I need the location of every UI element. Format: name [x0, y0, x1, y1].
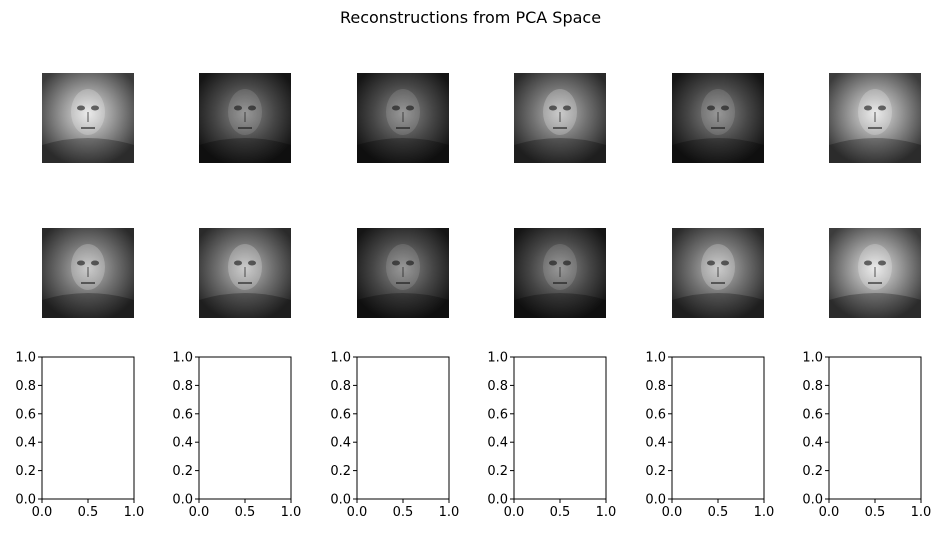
x-tick-label: 0.5	[865, 505, 886, 520]
y-tick-label: 0.2	[645, 464, 666, 479]
y-tick-label: 0.8	[15, 379, 36, 394]
x-tick-label: 0.0	[189, 505, 210, 520]
y-tick-label: 0.2	[172, 464, 193, 479]
y-tick-label: 0.2	[487, 464, 508, 479]
x-tick-label: 0.0	[662, 505, 683, 520]
y-tick-label: 0.4	[802, 436, 823, 451]
reconstruction-image-10	[514, 228, 606, 318]
x-tick-label: 1.0	[439, 505, 460, 520]
reconstruction-image-5	[672, 73, 764, 163]
empty-axes-1: 0.0 0.5 1.0 0.0 0.2 0.4 0.6 0.8 1.0	[15, 351, 144, 521]
x-tick-label: 0.0	[819, 505, 840, 520]
x-tick-label: 1.0	[596, 505, 617, 520]
reconstruction-image-12	[829, 228, 921, 318]
reconstruction-image-4	[514, 73, 606, 163]
y-tick-label: 0.6	[802, 407, 823, 422]
y-tick-label: 0.8	[172, 379, 193, 394]
x-tick-label: 0.5	[550, 505, 571, 520]
x-tick-label: 1.0	[911, 505, 932, 520]
x-tick-label: 0.5	[235, 505, 256, 520]
y-tick-label: 0.4	[330, 436, 351, 451]
y-tick-label: 0.0	[802, 493, 823, 508]
y-tick-label: 0.2	[330, 464, 351, 479]
y-tick-label: 0.0	[645, 493, 666, 508]
y-tick-label: 0.6	[487, 407, 508, 422]
y-tick-label: 0.4	[172, 436, 193, 451]
y-tick-label: 0.2	[15, 464, 36, 479]
x-tick-label: 0.0	[347, 505, 368, 520]
y-tick-label: 0.0	[15, 493, 36, 508]
figure-title: Reconstructions from PCA Space	[339, 8, 602, 27]
reconstruction-image-11	[672, 228, 764, 318]
empty-axes-2: 0.0 0.5 1.0 0.0 0.2 0.4 0.6 0.8 1.0	[172, 351, 301, 521]
y-tick-label: 0.6	[330, 407, 351, 422]
empty-axes-5: 0.0 0.5 1.0 0.0 0.2 0.4 0.6 0.8 1.0	[645, 351, 774, 521]
y-tick-label: 0.4	[15, 436, 36, 451]
reconstruction-image-1	[42, 73, 134, 163]
y-tick-label: 1.0	[15, 351, 36, 366]
x-tick-label: 0.5	[393, 505, 414, 520]
y-tick-label: 1.0	[172, 351, 193, 366]
reconstruction-image-2	[199, 73, 291, 163]
x-tick-label: 0.0	[32, 505, 53, 520]
y-tick-label: 1.0	[330, 351, 351, 366]
y-tick-label: 1.0	[645, 351, 666, 366]
y-tick-label: 1.0	[487, 351, 508, 366]
reconstruction-image-9	[357, 228, 449, 318]
empty-axes-4: 0.0 0.5 1.0 0.0 0.2 0.4 0.6 0.8 1.0	[487, 351, 616, 521]
y-tick-label: 0.0	[330, 493, 351, 508]
y-tick-label: 0.4	[645, 436, 666, 451]
y-tick-label: 1.0	[802, 351, 823, 366]
reconstruction-image-7	[42, 228, 134, 318]
reconstruction-image-3	[357, 73, 449, 163]
y-tick-label: 0.6	[15, 407, 36, 422]
empty-axes-3: 0.0 0.5 1.0 0.0 0.2 0.4 0.6 0.8 1.0	[330, 351, 459, 521]
y-tick-label: 0.8	[487, 379, 508, 394]
y-tick-label: 0.4	[487, 436, 508, 451]
reconstruction-image-8	[199, 228, 291, 318]
x-tick-label: 1.0	[281, 505, 302, 520]
x-tick-label: 0.5	[78, 505, 99, 520]
empty-axes-6: 0.0 0.5 1.0 0.0 0.2 0.4 0.6 0.8 1.0	[802, 351, 931, 521]
x-tick-label: 0.5	[708, 505, 729, 520]
y-tick-label: 0.8	[330, 379, 351, 394]
x-tick-label: 0.0	[504, 505, 525, 520]
y-tick-label: 0.6	[172, 407, 193, 422]
x-tick-label: 1.0	[754, 505, 775, 520]
x-tick-label: 1.0	[124, 505, 145, 520]
reconstruction-image-6	[829, 73, 921, 163]
y-tick-label: 0.6	[645, 407, 666, 422]
y-tick-label: 0.2	[802, 464, 823, 479]
y-tick-label: 0.8	[802, 379, 823, 394]
y-tick-label: 0.0	[487, 493, 508, 508]
y-tick-label: 0.8	[645, 379, 666, 394]
y-tick-label: 0.0	[172, 493, 193, 508]
